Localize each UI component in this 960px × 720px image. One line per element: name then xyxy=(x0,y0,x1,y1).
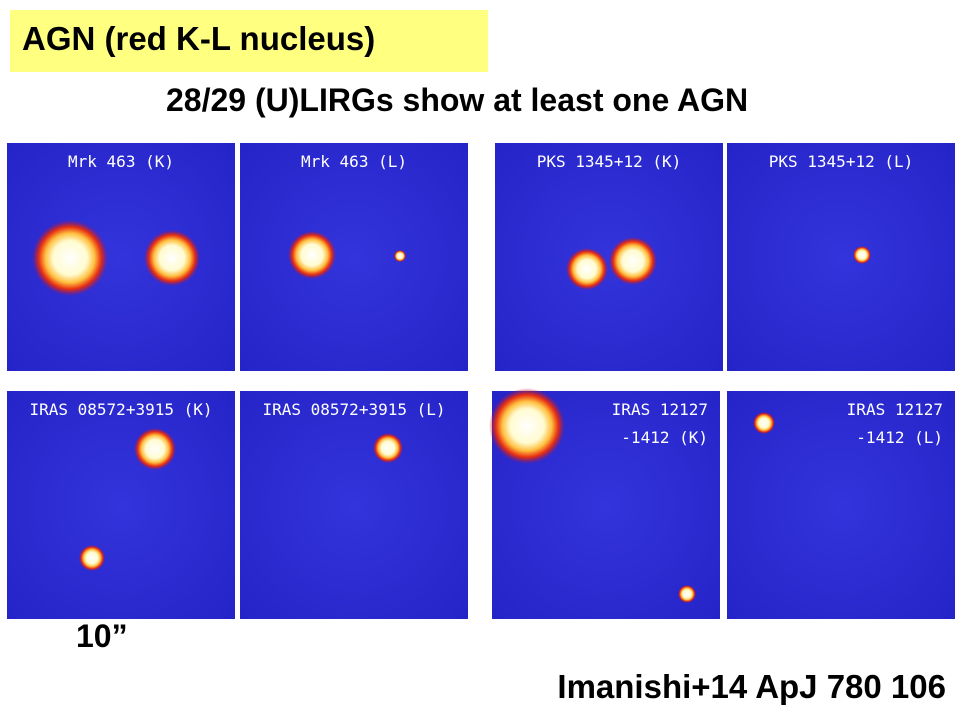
title-box xyxy=(10,10,488,72)
panel-label: -1412 (K) xyxy=(621,428,708,447)
panel-label: PKS 1345+12 (K) xyxy=(537,152,682,171)
title: AGN (red K-L nucleus) xyxy=(22,20,376,57)
panel-label: PKS 1345+12 (L) xyxy=(769,152,914,171)
scale-label: 10” xyxy=(76,618,128,654)
panel-label: IRAS 12127 xyxy=(847,400,943,419)
image-panel xyxy=(727,143,955,371)
image-panel xyxy=(240,143,468,371)
source-blob xyxy=(32,220,108,296)
source-blob xyxy=(678,585,696,603)
image-panel xyxy=(495,143,723,371)
panel-label: IRAS 12127 xyxy=(612,400,708,419)
source-blob xyxy=(609,237,657,285)
panel-label: Mrk 463 (K) xyxy=(68,152,174,171)
panel-label: -1412 (L) xyxy=(856,428,943,447)
source-blob xyxy=(134,428,176,470)
source-blob xyxy=(753,412,775,434)
source-blob xyxy=(373,433,403,463)
image-panel xyxy=(7,391,235,619)
source-blob xyxy=(79,545,105,571)
source-blob xyxy=(489,388,565,464)
panel-label: Mrk 463 (L) xyxy=(301,152,407,171)
image-panel xyxy=(240,391,468,619)
citation: Imanishi+14 ApJ 780 106 xyxy=(557,668,946,705)
source-blob xyxy=(288,231,336,279)
source-blob xyxy=(853,246,871,264)
source-blob xyxy=(566,248,608,290)
source-blob xyxy=(394,250,406,262)
panel-label: IRAS 08572+3915 (L) xyxy=(262,400,445,419)
subtitle: 28/29 (U)LIRGs show at least one AGN xyxy=(166,82,749,118)
source-blob xyxy=(144,230,200,286)
panel-label: IRAS 08572+3915 (K) xyxy=(29,400,212,419)
